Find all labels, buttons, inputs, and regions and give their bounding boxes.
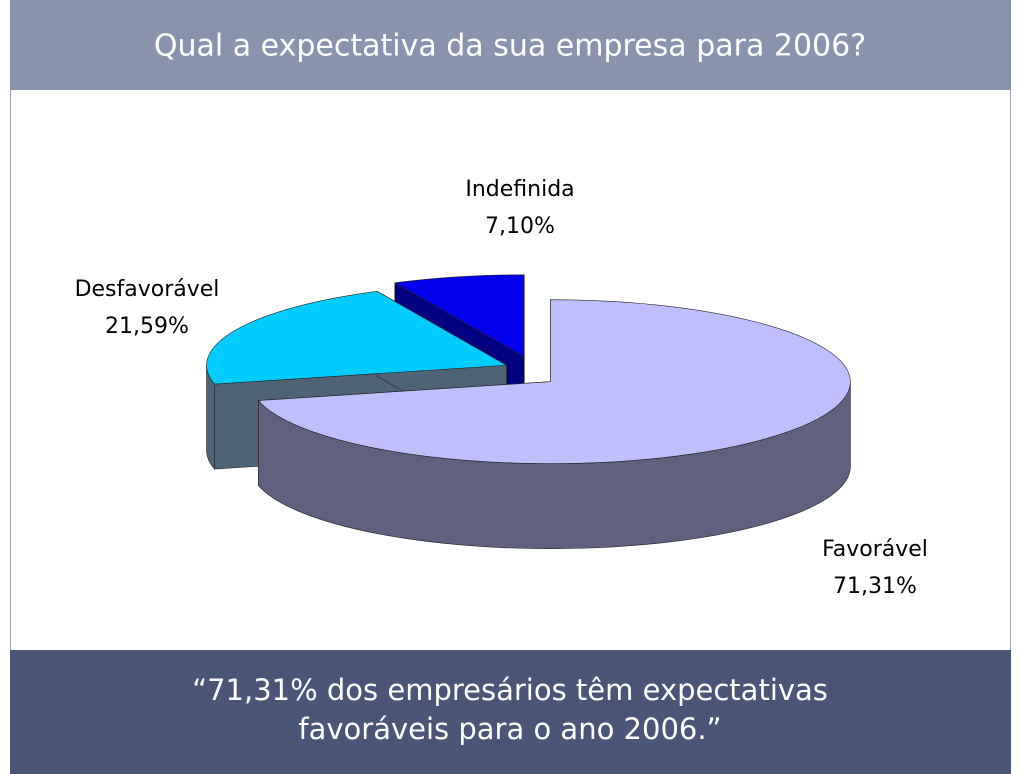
slice-label: Indefinida: [465, 177, 574, 202]
footer-bar: [10, 650, 1011, 774]
chart-title: Qual a expectativa da sua empresa para 2…: [154, 29, 866, 64]
slice-value-label: 21,59%: [105, 314, 189, 339]
slice-label: Favorável: [822, 537, 928, 562]
slice: [206, 290, 508, 385]
slice: [257, 299, 851, 464]
title-bar: [10, 0, 1011, 90]
footer-line: “71,31% dos empresários têm expectativas: [192, 673, 828, 707]
slice-value-label: 71,31%: [833, 574, 917, 599]
slice: [393, 274, 525, 358]
slice-label: Desfavorável: [75, 277, 220, 302]
pie: [206, 274, 851, 549]
footer-line: favoráveis para o ano 2006.”: [298, 712, 721, 746]
slice-value-label: 7,10%: [485, 214, 555, 239]
